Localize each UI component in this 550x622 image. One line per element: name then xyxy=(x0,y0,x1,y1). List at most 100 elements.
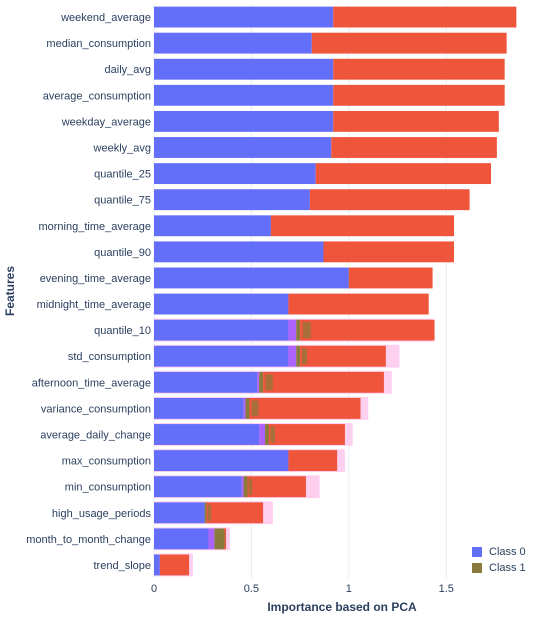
y-tick-label-weekday-average: weekday_average xyxy=(61,116,151,128)
y-tick-label-month-to-month-change: month_to_month_change xyxy=(26,534,151,546)
bar-class-0-midnight-time-average xyxy=(154,293,289,315)
bar-extra-average-daily-change xyxy=(259,424,266,445)
bar-streak-quantile-10 xyxy=(302,322,311,339)
bar-class-0-average-consumption xyxy=(154,84,334,106)
bar-overlay-afternoon-time-average xyxy=(263,371,384,393)
x-tick-label-1: 1 xyxy=(346,583,352,595)
bar-class-1-min-consumption xyxy=(243,476,248,498)
y-tick-label-average-daily-change: average_daily_change xyxy=(40,430,151,442)
y-tick-label-afternoon-time-average: afternoon_time_average xyxy=(32,377,151,389)
bar-overlay-std-consumption xyxy=(300,345,386,367)
bar-overlay-average-daily-change xyxy=(268,424,345,445)
x-tick-label-1-5: 1.5 xyxy=(439,583,454,595)
bar-class-0-high-usage-periods xyxy=(154,502,205,524)
bar-class-0-variance-consumption xyxy=(154,397,244,419)
bar-class-0-max-consumption xyxy=(154,450,289,472)
y-tick-label-quantile-90: quantile_90 xyxy=(94,247,151,259)
y-axis-title: Features xyxy=(3,266,17,316)
y-tick-label-midnight-time-average: midnight_time_average xyxy=(37,299,151,311)
bar-overlay-weekend-average xyxy=(333,6,517,28)
legend-item-class-1[interactable]: Class 1 xyxy=(472,560,538,576)
bar-overlay-quantile-75 xyxy=(309,189,470,211)
bar-overlay-variance-consumption xyxy=(249,397,361,419)
y-tick-label-daily-avg: daily_avg xyxy=(105,64,151,76)
y-tick-label-quantile-25: quantile_25 xyxy=(94,169,151,181)
bar-overlay-max-consumption xyxy=(288,450,338,472)
y-tick-label-evening-time-average: evening_time_average xyxy=(40,273,151,285)
bar-class-1-variance-consumption xyxy=(245,397,250,419)
y-tick-label-weekend-average: weekend_average xyxy=(60,12,151,24)
bar-class-1-average-daily-change xyxy=(265,424,269,445)
y-tick-label-variance-consumption: variance_consumption xyxy=(41,403,151,415)
x-tick-label-0: 0 xyxy=(151,583,157,595)
y-tick-label-max-consumption: max_consumption xyxy=(62,456,151,468)
bar-streak-afternoon-time-average xyxy=(265,374,273,391)
y-tick-label-weekly-avg: weekly_avg xyxy=(93,143,151,155)
bar-streak-average-daily-change xyxy=(270,426,276,443)
y-tick-label-quantile-75: quantile_75 xyxy=(94,195,151,207)
y-tick-label-std-consumption: std_consumption xyxy=(68,351,151,363)
bar-overlay-quantile-90 xyxy=(323,241,455,263)
bar-class-0-weekday-average xyxy=(154,110,334,132)
bar-class-0-weekly-avg xyxy=(154,137,332,158)
bar-overlay-high-usage-periods xyxy=(206,502,264,524)
bar-class-0-quantile-25 xyxy=(154,163,316,185)
bar-overlay-trend-slope xyxy=(159,554,190,576)
bar-extra-min-consumption xyxy=(241,476,244,498)
legend-label-class-1: Class 1 xyxy=(489,562,526,574)
bar-overlay-quantile-10 xyxy=(300,319,435,341)
bar-extra-month-to-month-change xyxy=(208,528,215,550)
x-axis-title: Importance based on PCA xyxy=(267,600,417,614)
bar-streak-std-consumption xyxy=(301,348,307,365)
bar-class-0-quantile-10 xyxy=(154,319,289,341)
bar-overlay-midnight-time-average xyxy=(288,293,429,315)
bar-overlay-evening-time-average xyxy=(348,267,433,289)
bar-class-0-quantile-75 xyxy=(154,189,310,211)
legend-item-class-0[interactable]: Class 0 xyxy=(472,544,538,560)
bar-overlay-morning-time-average xyxy=(270,215,455,237)
bar-class-0-trend-slope xyxy=(154,554,160,576)
bar-extra-std-consumption xyxy=(288,345,297,367)
y-tick-label-min-consumption: min_consumption xyxy=(65,482,151,494)
bar-class-0-evening-time-average xyxy=(154,267,349,289)
bar-class-0-afternoon-time-average xyxy=(154,371,258,393)
bar-streak-high-usage-periods xyxy=(207,504,212,521)
bar-class-0-quantile-90 xyxy=(154,241,324,263)
bar-class-0-morning-time-average xyxy=(154,215,271,237)
bar-class-0-daily-avg xyxy=(154,58,334,80)
bar-class-1-quantile-10 xyxy=(296,319,301,341)
bar-extra-afternoon-time-average xyxy=(257,371,260,393)
bar-overlay-average-consumption xyxy=(333,84,505,106)
legend-swatch-class-0 xyxy=(472,547,482,557)
y-tick-label-median-consumption: median_consumption xyxy=(46,38,151,50)
bar-overlay-weekly-avg xyxy=(331,137,497,158)
bar-class-1-month-to-month-change xyxy=(214,528,225,550)
bar-class-0-median-consumption xyxy=(154,32,312,54)
bar-class-0-month-to-month-change xyxy=(154,528,209,550)
y-tick-label-morning-time-average: morning_time_average xyxy=(38,221,151,233)
bar-extra-quantile-10 xyxy=(288,319,297,341)
bar-streak-month-to-month-change xyxy=(224,530,226,547)
bar-overlay-weekday-average xyxy=(333,110,499,132)
y-tick-label-high-usage-periods: high_usage_periods xyxy=(52,508,152,520)
bar-overlay-median-consumption xyxy=(311,32,507,54)
bar-class-0-weekend-average xyxy=(154,6,334,28)
y-tick-label-trend-slope: trend_slope xyxy=(94,560,152,572)
x-tick-label-0-5: 0.5 xyxy=(244,583,259,595)
bar-streak-variance-consumption xyxy=(251,400,259,417)
y-tick-label-quantile-10: quantile_10 xyxy=(94,325,151,337)
legend-swatch-class-1 xyxy=(472,563,482,573)
bar-class-0-min-consumption xyxy=(154,476,242,498)
bar-overlay-quantile-25 xyxy=(315,163,492,185)
bar-overlay-daily-avg xyxy=(333,58,505,80)
bar-streak-min-consumption xyxy=(248,478,253,495)
bar-class-0-average-daily-change xyxy=(154,424,260,445)
y-tick-label-average-consumption: average_consumption xyxy=(43,90,151,102)
bar-class-1-afternoon-time-average xyxy=(259,371,264,393)
bar-extra-variance-consumption xyxy=(243,397,246,419)
legend[interactable]: Class 0 Class 1 xyxy=(464,540,544,580)
bar-class-1-high-usage-periods xyxy=(204,502,207,524)
bar-class-0-std-consumption xyxy=(154,345,289,367)
